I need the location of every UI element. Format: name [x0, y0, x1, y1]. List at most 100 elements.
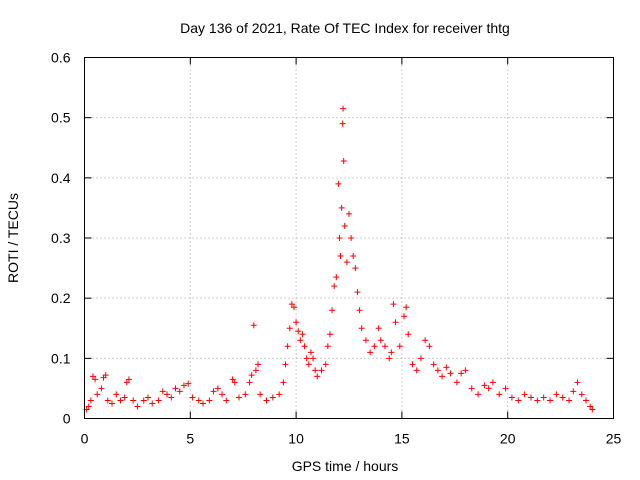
data-points — [83, 105, 596, 413]
data-point — [102, 372, 109, 379]
data-point — [155, 397, 162, 404]
data-point — [413, 367, 420, 374]
data-point — [252, 367, 259, 374]
data-point — [396, 343, 403, 350]
data-point — [98, 385, 105, 392]
data-point — [195, 397, 202, 404]
data-point — [356, 307, 363, 314]
data-point — [87, 397, 94, 404]
data-point — [125, 376, 132, 383]
data-point — [210, 388, 217, 395]
data-point — [340, 157, 347, 164]
data-point — [297, 337, 304, 344]
data-point — [371, 343, 378, 350]
data-point — [458, 370, 465, 377]
x-tick-label: 25 — [606, 431, 622, 447]
data-point — [362, 337, 369, 344]
data-point — [248, 372, 255, 379]
data-point — [352, 265, 359, 272]
data-point — [336, 235, 343, 241]
data-point — [185, 380, 192, 387]
data-point — [333, 274, 340, 281]
data-point — [346, 210, 352, 217]
data-point — [462, 367, 469, 374]
data-point — [390, 301, 397, 308]
data-point — [392, 319, 399, 326]
data-point — [310, 355, 317, 362]
data-point — [405, 331, 412, 338]
data-point — [250, 322, 257, 329]
data-point — [381, 343, 388, 350]
data-point — [301, 343, 308, 350]
data-point — [299, 331, 306, 338]
data-point — [485, 385, 492, 392]
data-point — [481, 382, 488, 389]
data-point — [92, 376, 99, 383]
x-tick-label: 5 — [186, 431, 194, 447]
data-point — [570, 388, 577, 395]
data-point — [430, 361, 437, 368]
data-point — [339, 120, 346, 127]
y-tick-label: 0.3 — [51, 230, 71, 246]
data-point — [231, 379, 238, 386]
gridlines — [84, 57, 614, 419]
data-point — [257, 391, 264, 398]
y-tick-label: 0.4 — [51, 170, 71, 186]
data-point — [496, 391, 503, 398]
data-point — [468, 385, 475, 392]
data-point — [335, 180, 342, 187]
data-point — [164, 391, 171, 398]
data-point — [403, 304, 410, 311]
data-point — [130, 397, 137, 404]
data-point — [286, 325, 293, 332]
x-tick-label: 15 — [394, 431, 410, 447]
data-point — [293, 319, 300, 326]
data-point — [367, 349, 374, 356]
data-point — [85, 403, 92, 410]
data-point — [140, 397, 147, 404]
x-tick-label: 0 — [81, 431, 89, 447]
data-point — [318, 367, 325, 374]
data-point — [521, 391, 528, 398]
data-point — [326, 331, 333, 338]
data-point — [337, 253, 344, 260]
data-point — [489, 379, 496, 386]
data-point — [508, 394, 515, 401]
data-point — [307, 349, 314, 356]
data-point — [331, 283, 338, 290]
data-point — [350, 253, 357, 260]
data-point — [388, 349, 395, 356]
data-point — [199, 400, 206, 407]
data-point — [540, 394, 547, 401]
data-point — [422, 337, 429, 344]
data-point — [269, 394, 276, 401]
data-point — [443, 364, 450, 371]
data-point — [475, 391, 482, 398]
data-point — [280, 379, 287, 386]
data-point — [246, 379, 253, 386]
y-tick-label: 0.2 — [51, 290, 71, 306]
data-point — [295, 328, 302, 335]
data-point — [453, 379, 460, 386]
data-point — [94, 391, 101, 398]
data-point — [235, 394, 242, 401]
data-point — [553, 391, 560, 398]
data-point — [314, 373, 321, 380]
data-point — [134, 403, 141, 410]
data-point — [89, 373, 96, 380]
data-point — [149, 400, 156, 407]
axis-ticks: 0 5 10 15 20 25 0 0.1 0.2 0.3 0.4 0.5 0.6 — [51, 50, 621, 447]
data-point — [354, 289, 361, 296]
data-point — [180, 382, 187, 389]
data-point — [109, 400, 116, 407]
y-tick-label: 0.1 — [51, 350, 71, 366]
data-point — [343, 259, 350, 266]
data-point — [559, 394, 566, 401]
chart-title: Day 136 of 2021, Rate Of TEC Index for r… — [180, 20, 510, 36]
data-point — [534, 397, 541, 404]
data-point — [386, 355, 393, 362]
data-point — [375, 325, 382, 332]
data-point — [312, 367, 319, 374]
x-tick-label: 10 — [288, 431, 304, 447]
